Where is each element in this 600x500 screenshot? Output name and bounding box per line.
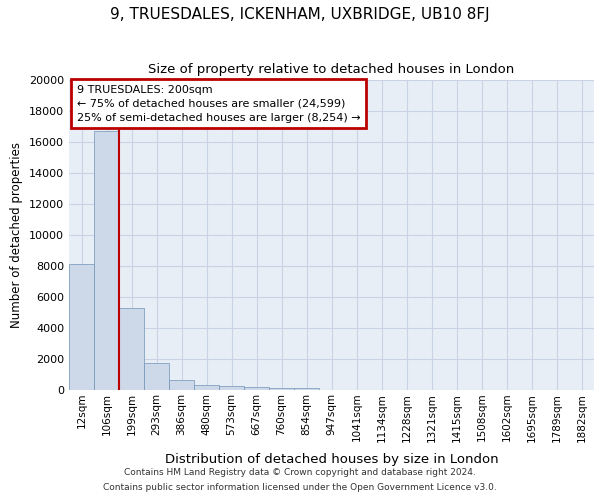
Bar — [244, 387, 269, 390]
Bar — [69, 264, 94, 390]
Bar — [194, 385, 219, 390]
Title: Size of property relative to detached houses in London: Size of property relative to detached ho… — [148, 63, 515, 76]
Bar — [119, 308, 144, 390]
Text: Contains HM Land Registry data © Crown copyright and database right 2024.: Contains HM Land Registry data © Crown c… — [124, 468, 476, 477]
Bar — [94, 131, 119, 390]
Bar — [269, 388, 294, 390]
Y-axis label: Number of detached properties: Number of detached properties — [10, 142, 23, 328]
Text: 9 TRUESDALES: 200sqm
← 75% of detached houses are smaller (24,599)
25% of semi-d: 9 TRUESDALES: 200sqm ← 75% of detached h… — [77, 84, 361, 122]
X-axis label: Distribution of detached houses by size in London: Distribution of detached houses by size … — [164, 452, 499, 466]
Bar — [144, 363, 169, 390]
Text: Contains public sector information licensed under the Open Government Licence v3: Contains public sector information licen… — [103, 483, 497, 492]
Text: 9, TRUESDALES, ICKENHAM, UXBRIDGE, UB10 8FJ: 9, TRUESDALES, ICKENHAM, UXBRIDGE, UB10 … — [110, 8, 490, 22]
Bar — [169, 380, 194, 390]
Bar — [294, 388, 319, 390]
Bar — [219, 386, 244, 390]
